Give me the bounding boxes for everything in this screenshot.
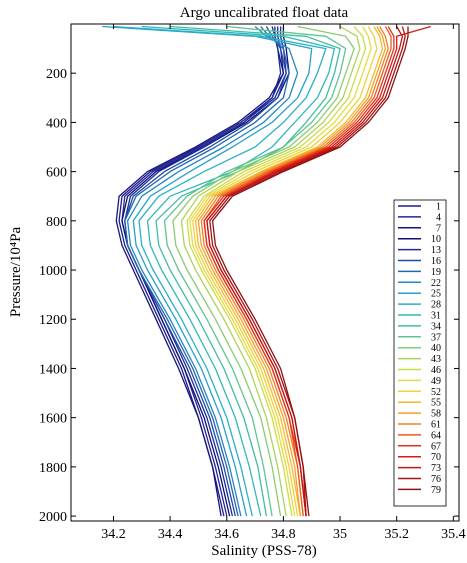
legend-label-79: 79 — [431, 485, 441, 496]
series-line-52 — [192, 26, 378, 517]
legend-label-31: 31 — [431, 311, 441, 322]
legend-label-64: 64 — [431, 430, 441, 441]
x-axis-title: Salinity (PSS-78) — [211, 543, 316, 559]
legend-label-43: 43 — [431, 354, 441, 365]
y-axis-title: Pressure/10⁴Pa — [8, 227, 24, 318]
series-line-79 — [211, 26, 409, 517]
y-tick-label: 400 — [46, 116, 67, 131]
legend-label-22: 22 — [431, 278, 441, 289]
chart-title: Argo uncalibrated float data — [180, 5, 349, 21]
series-line-1 — [118, 26, 285, 517]
legend-label-1: 1 — [436, 202, 441, 213]
series-line-76 — [209, 26, 406, 517]
legend-label-58: 58 — [431, 409, 441, 420]
y-tick-label: 1600 — [39, 412, 67, 427]
y-tick-label: 800 — [46, 215, 67, 230]
legend-label-49: 49 — [431, 376, 441, 387]
series-line-40 — [172, 25, 355, 517]
y-tick-label: 600 — [46, 166, 67, 181]
y-tick-label: 1800 — [39, 461, 67, 476]
series-line-16 — [124, 26, 287, 517]
legend-label-52: 52 — [431, 387, 441, 398]
y-tick-label: 1400 — [39, 362, 67, 377]
series-layer — [102, 25, 431, 517]
legend-entries: 1471013161922252831343740434649525558616… — [398, 202, 441, 496]
series-line-67 — [203, 26, 395, 517]
legend-label-4: 4 — [436, 212, 441, 223]
series-line-25 — [102, 25, 313, 517]
series-line-73 — [206, 26, 404, 517]
x-tick-label: 35.2 — [384, 527, 409, 542]
x-tick-label: 34.2 — [101, 527, 126, 542]
series-line-49 — [189, 26, 372, 517]
legend-box — [393, 199, 447, 507]
legend-label-13: 13 — [431, 245, 441, 256]
series-line-58 — [197, 26, 387, 517]
plot-frame — [70, 23, 460, 522]
legend-label-55: 55 — [431, 398, 441, 409]
legend-label-76: 76 — [431, 474, 441, 485]
series-line-4 — [121, 26, 287, 517]
series-line-34 — [155, 25, 341, 517]
series-line-19 — [124, 26, 290, 517]
series-line-7 — [115, 26, 285, 517]
legend-label-28: 28 — [431, 300, 441, 311]
legend-label-70: 70 — [431, 452, 441, 463]
legend-label-10: 10 — [431, 234, 441, 245]
legend-label-19: 19 — [431, 267, 441, 278]
series-line-31 — [141, 25, 336, 517]
legend: 1471013161922252831343740434649525558616… — [393, 199, 447, 507]
x-tick-label: 35 — [333, 527, 347, 542]
series-line-55 — [194, 26, 384, 517]
series-line-28 — [113, 25, 327, 517]
legend-label-7: 7 — [436, 223, 441, 234]
legend-label-40: 40 — [431, 343, 441, 354]
y-tick-label: 1000 — [39, 264, 67, 279]
legend-label-34: 34 — [431, 321, 441, 332]
y-tick-label: 1200 — [39, 313, 67, 328]
legend-label-25: 25 — [431, 289, 441, 300]
legend-label-16: 16 — [431, 256, 441, 267]
y-axis: 200 400 600 800 1000 1200 1400 1600 1800 2000 — [39, 67, 459, 525]
series-line-43 — [180, 25, 361, 517]
series-line-46 — [186, 26, 367, 517]
y-tick-label: 2000 — [39, 510, 67, 525]
series-line-37 — [163, 25, 347, 517]
x-tick-label: 34.4 — [158, 527, 183, 542]
series-line-13 — [124, 26, 282, 517]
legend-label-61: 61 — [431, 420, 441, 431]
x-tick-label: 34.6 — [215, 527, 240, 542]
series-line-61 — [200, 26, 389, 517]
x-tick-label: 34.8 — [271, 527, 296, 542]
legend-label-46: 46 — [431, 365, 441, 376]
x-axis: 34.2 34.4 34.6 34.8 35 35.2 35.4 — [101, 24, 466, 542]
series-line-22 — [126, 26, 299, 517]
x-tick-label: 35.4 — [441, 527, 466, 542]
series-line-10 — [121, 26, 290, 517]
y-tick-label: 200 — [46, 67, 67, 82]
legend-label-67: 67 — [431, 441, 441, 452]
legend-label-73: 73 — [431, 463, 441, 474]
legend-label-37: 37 — [431, 332, 441, 343]
